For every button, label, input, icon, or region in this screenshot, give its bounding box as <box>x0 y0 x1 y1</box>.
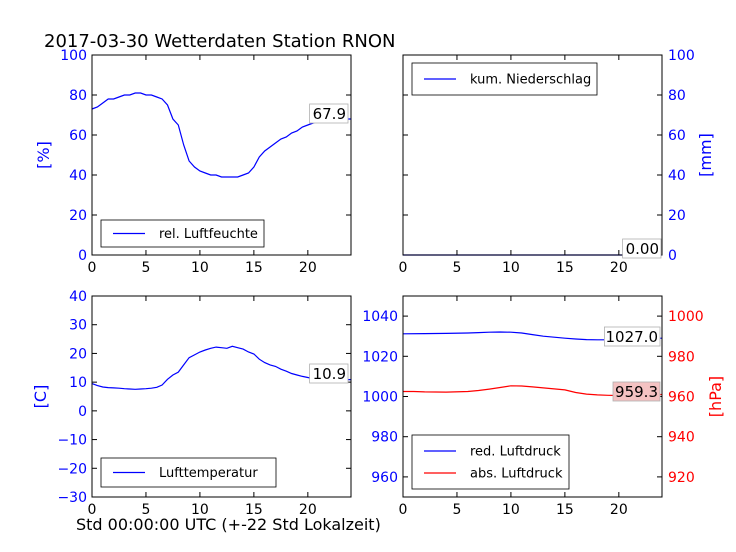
pressure-annotation-text: 1027.0 <box>606 328 659 346</box>
pressure-ytick-label-right: 980 <box>668 349 695 365</box>
pressure-legend-label-1: abs. Luftdruck <box>470 467 563 482</box>
x-axis-label: Std 00:00:00 UTC (+-22 Std Lokalzeit) <box>76 515 381 534</box>
humidity-series-line-0 <box>91 92 351 178</box>
humidity-xtick-label: 15 <box>245 260 263 276</box>
humidity-y-axis-label: [%] <box>34 141 53 169</box>
humidity-annotation-text: 67.9 <box>313 105 346 123</box>
precipitation-legend-label-0: kum. Niederschlag <box>470 73 591 88</box>
pressure-legend-label-0: red. Luftdruck <box>470 445 561 460</box>
humidity-xtick-label: 0 <box>88 260 97 276</box>
precipitation-ytick-label: 60 <box>668 128 686 144</box>
temperature-series-line-0 <box>91 345 351 390</box>
temperature-ytick-label: 0 <box>78 404 87 420</box>
humidity-ytick-label: 0 <box>78 248 87 264</box>
temperature-y-axis-label: [C] <box>31 385 50 409</box>
humidity-legend-label-0: rel. Luftfeuchte <box>159 227 258 242</box>
precipitation-axes-frame <box>402 54 663 256</box>
humidity-ytick-label: 100 <box>60 48 87 64</box>
precipitation-xtick-label: 15 <box>556 260 574 276</box>
humidity-xtick-label: 20 <box>299 260 317 276</box>
humidity-ytick-label: 40 <box>69 168 87 184</box>
pressure-xtick-label: 15 <box>556 502 574 518</box>
precipitation-xtick-label: 10 <box>502 260 520 276</box>
precipitation-annotation-text: 0.00 <box>626 240 659 258</box>
precipitation-xtick-label: 0 <box>399 260 408 276</box>
pressure-legend-box <box>411 434 570 490</box>
pressure-ytick-label-left: 1000 <box>362 390 398 406</box>
temperature-axes-frame <box>91 295 352 498</box>
pressure-ytick-label-right: 920 <box>668 470 695 486</box>
temperature-legend-label-0: Lufttemperatur <box>159 466 258 481</box>
figure-title: 2017-03-30 Wetterdaten Station RNON <box>44 31 396 52</box>
precipitation-ytick-label: 0 <box>668 248 677 264</box>
pressure-ytick-label-left: 1040 <box>362 309 398 325</box>
precipitation-ytick-label: 20 <box>668 208 686 224</box>
precipitation-xtick-label: 20 <box>610 260 628 276</box>
precipitation-ytick-label: 80 <box>668 88 686 104</box>
pressure-annotation-box <box>604 326 661 347</box>
pressure-xtick-label: 5 <box>452 502 461 518</box>
pressure-xtick-label: 10 <box>502 502 520 518</box>
temperature-xtick-label: 20 <box>299 502 317 518</box>
pressure-ytick-label-right: 940 <box>668 430 695 446</box>
precipitation-y-axis-label: [mm] <box>696 133 715 177</box>
humidity-annotation-box <box>309 103 349 124</box>
temperature-xtick-label: 5 <box>141 502 150 518</box>
pressure-ytick-label-left: 1020 <box>362 349 398 365</box>
temperature-xtick-label: 15 <box>245 502 263 518</box>
pressure-y-axis-label: [hPa] <box>706 376 725 417</box>
temperature-ytick-label: −20 <box>57 461 87 477</box>
pressure-xtick-label: 20 <box>610 502 628 518</box>
temperature-ytick-label: 40 <box>69 289 87 305</box>
precipitation-xtick-label: 5 <box>452 260 461 276</box>
pressure-ytick-label-left: 980 <box>371 430 398 446</box>
pressure-annotation-text: 959.3 <box>615 383 658 401</box>
humidity-ytick-label: 80 <box>69 88 87 104</box>
humidity-ytick-label: 20 <box>69 208 87 224</box>
pressure-ytick-label-right: 1000 <box>668 309 704 325</box>
humidity-xtick-label: 10 <box>191 260 209 276</box>
temperature-annotation-text: 10.9 <box>313 365 346 383</box>
temperature-xtick-label: 0 <box>88 502 97 518</box>
pressure-annotation-box <box>612 381 661 402</box>
precipitation-ytick-label: 100 <box>668 48 695 64</box>
precipitation-ytick-label: 40 <box>668 168 686 184</box>
temperature-xtick-label: 10 <box>191 502 209 518</box>
humidity-xtick-label: 5 <box>141 260 150 276</box>
temperature-annotation-box <box>309 363 349 384</box>
humidity-ytick-label: 60 <box>69 128 87 144</box>
pressure-xtick-label: 0 <box>399 502 408 518</box>
temperature-ytick-label: 30 <box>69 318 87 334</box>
temperature-ytick-label: 20 <box>69 346 87 362</box>
precipitation-annotation-box <box>622 238 662 259</box>
humidity-axes-frame <box>91 54 352 256</box>
pressure-ytick-label-left: 960 <box>371 470 398 486</box>
temperature-ytick-label: −30 <box>57 490 87 506</box>
temperature-ytick-label: −10 <box>57 433 87 449</box>
pressure-ytick-label-right: 960 <box>668 390 695 406</box>
temperature-ytick-label: 10 <box>69 375 87 391</box>
